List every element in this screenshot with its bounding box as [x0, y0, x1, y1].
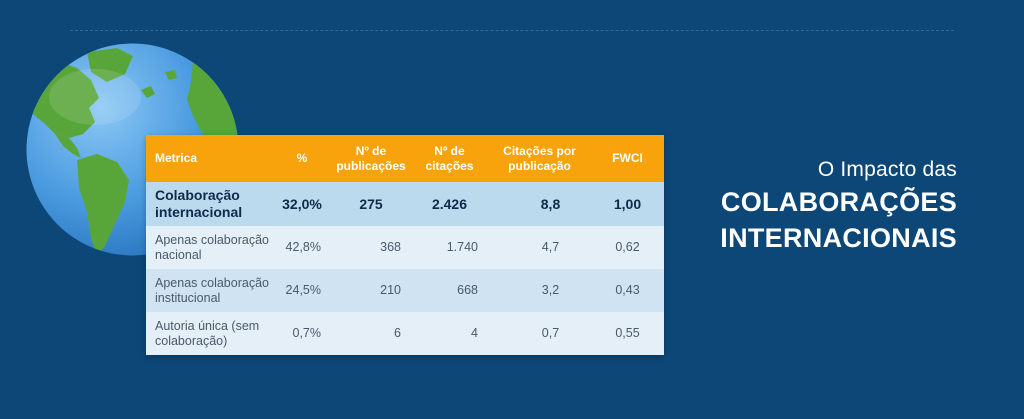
title-line-1: O Impacto das	[817, 158, 957, 181]
header-percent: %	[273, 135, 331, 182]
title-line-3: INTERNACIONAIS	[720, 223, 957, 253]
header-fwci: FWCI	[591, 135, 664, 182]
row-label: Autoria única (sem colaboração)	[146, 312, 273, 355]
row-citations: 4	[411, 312, 488, 355]
row-citations-per-publication: 0,7	[488, 312, 591, 355]
row-citations-per-publication: 4,7	[488, 226, 591, 269]
table-header-row: Metrica % Nº de publicações Nº de citaçõ…	[146, 135, 664, 182]
collaboration-metrics-table: Metrica % Nº de publicações Nº de citaçõ…	[146, 135, 664, 355]
header-publications: Nº de publicações	[331, 135, 411, 182]
row-citations-per-publication: 3,2	[488, 269, 591, 312]
row-percent: 42,8%	[273, 226, 331, 269]
row-citations: 668	[411, 269, 488, 312]
row-label: Apenas colaboração nacional	[146, 226, 273, 269]
row-fwci: 0,55	[591, 312, 664, 355]
row-percent: 32,0%	[273, 182, 331, 226]
row-citations-per-publication: 8,8	[488, 182, 591, 226]
row-publications: 275	[331, 182, 411, 226]
row-label: Colaboração internacional	[146, 182, 273, 226]
table-row: Colaboração internacional 32,0% 275 2.42…	[146, 182, 664, 226]
row-percent: 24,5%	[273, 269, 331, 312]
table-row: Autoria única (sem colaboração) 0,7% 6 4…	[146, 312, 664, 355]
row-label: Apenas colaboração institucional	[146, 269, 273, 312]
title-block: O Impacto das COLABORAÇÕES INTERNACIONAI…	[720, 156, 957, 256]
row-fwci: 0,43	[591, 269, 664, 312]
row-fwci: 1,00	[591, 182, 664, 226]
header-metrica: Metrica	[146, 135, 273, 182]
header-citations: Nº de citações	[411, 135, 488, 182]
row-fwci: 0,62	[591, 226, 664, 269]
title-line-2: COLABORAÇÕES	[720, 187, 957, 217]
decorative-dashed-line	[70, 30, 954, 31]
row-percent: 0,7%	[273, 312, 331, 355]
row-publications: 368	[331, 226, 411, 269]
header-citations-per-publication: Citações por publicação	[488, 135, 591, 182]
row-citations: 1.740	[411, 226, 488, 269]
row-citations: 2.426	[411, 182, 488, 226]
row-publications: 6	[331, 312, 411, 355]
row-publications: 210	[331, 269, 411, 312]
table-row: Apenas colaboração institucional 24,5% 2…	[146, 269, 664, 312]
table-row: Apenas colaboração nacional 42,8% 368 1.…	[146, 226, 664, 269]
